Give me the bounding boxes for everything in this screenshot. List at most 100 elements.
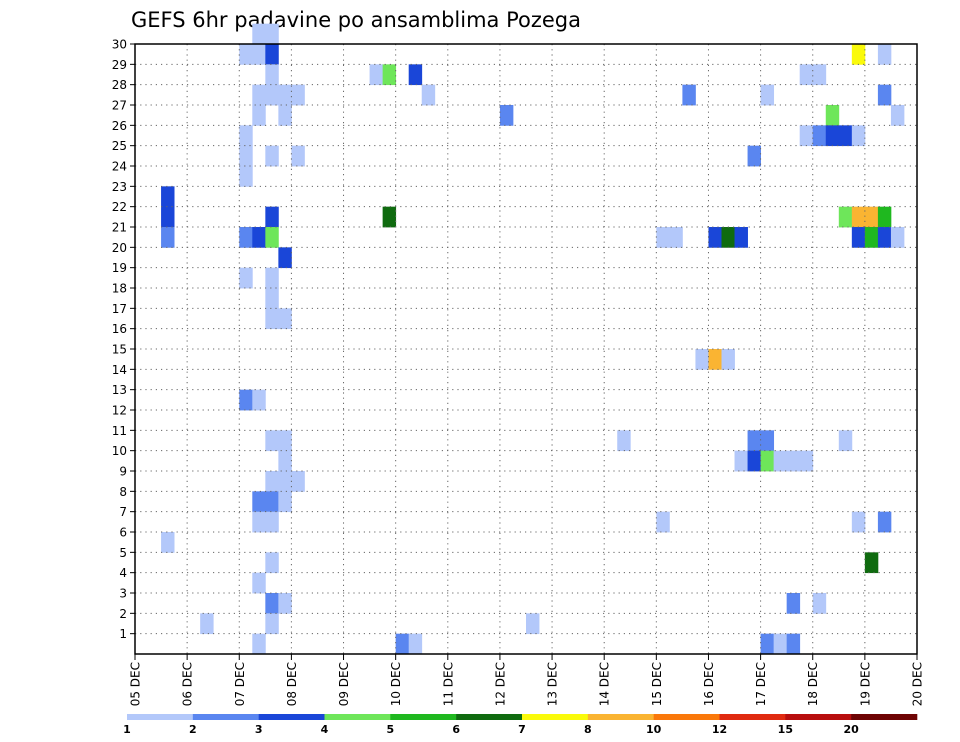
- ensemble-cell: [278, 105, 292, 126]
- legend-label: 5: [387, 723, 395, 736]
- ensemble-cell: [239, 44, 253, 65]
- chart-title: GEFS 6hr padavine po ansamblima Pozega: [131, 8, 581, 32]
- ensemble-cell: [877, 84, 892, 106]
- ensemble-cell: [499, 105, 514, 126]
- y-tick-label: 10: [112, 444, 127, 458]
- ensemble-cell: [851, 511, 866, 533]
- ensemble-cell: [252, 491, 266, 513]
- ensemble-cell: [786, 633, 801, 655]
- ensemble-cell: [747, 450, 761, 472]
- y-tick-label: 21: [112, 221, 127, 235]
- y-tick-label: 30: [112, 38, 127, 52]
- ensemble-cell: [851, 44, 866, 65]
- x-tick-label: 13 DEC: [546, 662, 560, 706]
- ensemble-cell: [799, 125, 814, 147]
- y-tick-label: 7: [119, 505, 127, 519]
- x-tick-label: 19 DEC: [858, 662, 872, 706]
- ensemble-cell: [252, 105, 266, 126]
- y-tick-label: 26: [112, 119, 127, 133]
- ensemble-cell: [747, 145, 761, 167]
- ensemble-cell: [291, 84, 305, 106]
- ensemble-cell: [812, 64, 827, 86]
- y-tick-label: 29: [112, 58, 127, 72]
- ensemble-cell: [760, 633, 775, 655]
- ensemble-cell: [252, 23, 266, 45]
- ensemble-cell: [265, 288, 279, 309]
- legend-label: 1: [123, 723, 131, 736]
- y-tick-label: 18: [112, 282, 127, 296]
- ensemble-cell: [265, 84, 279, 106]
- ensemble-cell: [252, 44, 266, 65]
- ensemble-cell: [877, 227, 892, 248]
- ensemble-cell: [786, 450, 801, 472]
- x-tick-label: 07 DEC: [233, 662, 247, 706]
- y-tick-label: 6: [119, 526, 127, 540]
- ensemble-cell: [252, 389, 266, 411]
- x-tick-label: 17 DEC: [754, 662, 768, 706]
- legend-swatch: [653, 714, 720, 720]
- y-tick-label: 17: [112, 302, 127, 316]
- grid-lines: [135, 44, 917, 654]
- ensemble-cell: [265, 227, 279, 248]
- ensemble-cell: [721, 349, 735, 370]
- ensemble-cell: [708, 227, 722, 248]
- ensemble-cell: [734, 450, 748, 472]
- ensemble-cell: [265, 308, 279, 330]
- x-tick-label: 16 DEC: [702, 662, 716, 706]
- y-tick-label: 14: [112, 363, 127, 377]
- ensemble-cell: [877, 511, 892, 533]
- y-tick-label: 22: [112, 200, 127, 214]
- y-tick-label: 4: [119, 566, 127, 580]
- ensemble-cell: [291, 145, 305, 167]
- legend-label: 6: [452, 723, 460, 736]
- ensemble-cell: [278, 471, 292, 492]
- ensemble-cell: [161, 206, 175, 228]
- ensemble-cell: [278, 430, 292, 452]
- y-tick-label: 5: [119, 546, 127, 560]
- ensemble-cell: [890, 105, 905, 126]
- y-tick-label: 20: [112, 241, 127, 255]
- legend-label: 20: [844, 723, 860, 736]
- ensemble-cell: [773, 450, 788, 472]
- ensemble-cell: [656, 227, 670, 248]
- x-tick-label: 11 DEC: [441, 662, 455, 706]
- y-tick-label: 16: [112, 322, 127, 336]
- legend-swatch: [851, 714, 918, 720]
- y-tick-label: 9: [119, 465, 127, 479]
- y-tick-label: 8: [119, 485, 127, 499]
- legend-swatch: [719, 714, 786, 720]
- legend-swatch: [258, 714, 325, 720]
- y-tick-label: 27: [112, 99, 127, 113]
- legend-swatch: [522, 714, 589, 720]
- y-tick-label: 15: [112, 343, 127, 357]
- x-tick-label: 12 DEC: [493, 662, 507, 706]
- ensemble-cell: [252, 511, 266, 533]
- ensemble-cell: [265, 206, 279, 228]
- y-tick-label: 25: [112, 139, 127, 153]
- x-tick-label: 08 DEC: [285, 662, 299, 706]
- ensemble-cell: [278, 247, 292, 269]
- y-tick-label: 2: [119, 607, 127, 621]
- legend-label: 12: [712, 723, 727, 736]
- ensemble-cell: [812, 125, 827, 147]
- ensemble-cell: [408, 633, 423, 655]
- ensemble-cell: [656, 511, 670, 533]
- ensemble-cell: [239, 166, 253, 187]
- ensemble-cell: [838, 125, 853, 147]
- legend-label: 3: [255, 723, 263, 736]
- ensemble-cell: [239, 389, 253, 411]
- ensemble-cell: [239, 267, 253, 289]
- ensemble-cell: [825, 105, 840, 126]
- ensemble-cell: [669, 227, 683, 248]
- ensemble-cell: [890, 227, 905, 248]
- ensemble-cell: [239, 145, 253, 167]
- ensemble-cell: [864, 206, 879, 228]
- ensemble-cell: [617, 430, 631, 452]
- ensemble-cell: [278, 593, 292, 614]
- ensemble-cell: [265, 145, 279, 167]
- ensemble-cell: [838, 206, 853, 228]
- ensemble-cell: [239, 125, 253, 147]
- ensemble-cell: [812, 593, 827, 614]
- ensemble-cell: [369, 64, 384, 86]
- y-tick-label: 28: [112, 78, 127, 92]
